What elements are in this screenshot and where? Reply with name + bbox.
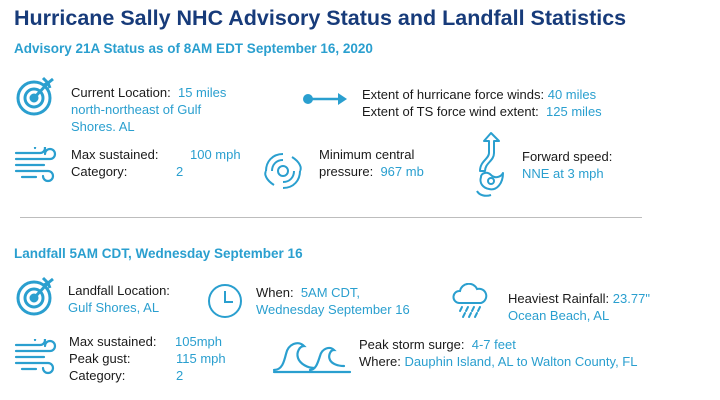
pressure-label-2: pressure: <box>319 164 374 179</box>
landfall-surge: Peak storm surge: 4-7 feet Where: Dauphi… <box>359 336 637 370</box>
location-label: Current Location: <box>71 85 171 100</box>
forward-value: NNE at 3 mph <box>522 166 604 181</box>
target-icon <box>14 275 54 317</box>
arrow-right-icon <box>302 91 348 107</box>
category-label: Category: <box>71 164 128 179</box>
landfall-location: Landfall Location: Gulf Shores, AL <box>68 282 170 316</box>
pressure-label: Minimum central <box>319 147 415 162</box>
rainfall-value: 23.77" <box>612 291 650 306</box>
hurricane-wind-value: 40 miles <box>547 87 597 102</box>
target-icon <box>14 75 54 117</box>
landfall-max-sustained: Max sustained: 105mph Peak gust: 115 mph C… <box>69 333 226 384</box>
landfall-when: When: 5AM CDT, Wednesday September 16 <box>256 284 410 318</box>
max-sustained-label: Max sustained: <box>71 147 159 162</box>
advisory-forward-speed: Forward speed: NNE at 3 mph <box>522 148 612 182</box>
location-value-line3: Shores. AL <box>71 119 135 134</box>
ts-wind-label: Extent of TS force wind extent: <box>362 104 539 119</box>
rain-cloud-icon <box>450 283 490 319</box>
peak-gust-label: Peak gust: <box>69 351 131 366</box>
landfall-rainfall: Heaviest Rainfall: 23.77" Ocean Beach, A… <box>508 290 650 324</box>
ts-wind-value: 125 miles <box>546 104 602 119</box>
when-value: 5AM CDT, <box>300 285 361 300</box>
landfall-location-label: Landfall Location: <box>68 283 170 298</box>
landfall-location-value: Gulf Shores, AL <box>68 300 160 315</box>
advisory-heading: Advisory 21A Status as of 8AM EDT Septem… <box>14 41 373 56</box>
section-divider <box>20 217 642 218</box>
surge-where-label: Where: <box>359 354 401 369</box>
advisory-max-sustained: Max sustained: 100 mph Category: 2 <box>71 146 241 180</box>
page-title: Hurricane Sally NHC Advisory Status and … <box>14 6 627 30</box>
hurricane-wind-label: Extent of hurricane force winds: <box>362 87 545 102</box>
surge-label: Peak storm surge: <box>359 337 465 352</box>
category-value: 2 <box>176 164 184 179</box>
wind-icon <box>14 339 58 375</box>
landfall-max-sustained-label: Max sustained: <box>69 334 157 349</box>
landfall-heading: Landfall 5AM CDT, Wednesday September 16 <box>14 246 303 261</box>
when-value-line2: Wednesday September 16 <box>256 302 410 317</box>
location-value: 15 miles <box>177 85 227 100</box>
pressure-value: 967 mb <box>380 164 424 179</box>
max-sustained-value: 100 mph <box>190 147 241 162</box>
wind-icon <box>14 147 58 183</box>
advisory-location: Current Location: 15 miles north-northea… <box>71 84 226 135</box>
forward-label: Forward speed: <box>522 149 613 164</box>
landfall-category-value: 2 <box>176 368 184 383</box>
landfall-category-label: Category: <box>69 368 126 383</box>
location-value-line2: north-northeast of Gulf <box>71 102 202 117</box>
surge-where-value: Dauphin Island, AL to Walton County, FL <box>404 354 638 369</box>
clock-icon <box>206 282 244 320</box>
storm-track-icon <box>471 131 511 199</box>
peak-gust-value: 115 mph <box>176 351 226 366</box>
when-label: When: <box>256 285 294 300</box>
wind-extent: Extent of hurricane force winds: 40 mile… <box>362 86 602 120</box>
rainfall-label: Heaviest Rainfall: <box>508 291 610 306</box>
rainfall-location: Ocean Beach, AL <box>508 308 610 323</box>
hurricane-icon <box>262 150 304 192</box>
wave-icon <box>272 334 352 374</box>
landfall-max-sustained-value: 105mph <box>175 334 222 349</box>
surge-value: 4-7 feet <box>471 337 516 352</box>
advisory-pressure: Minimum central pressure: 967 mb <box>319 146 424 180</box>
